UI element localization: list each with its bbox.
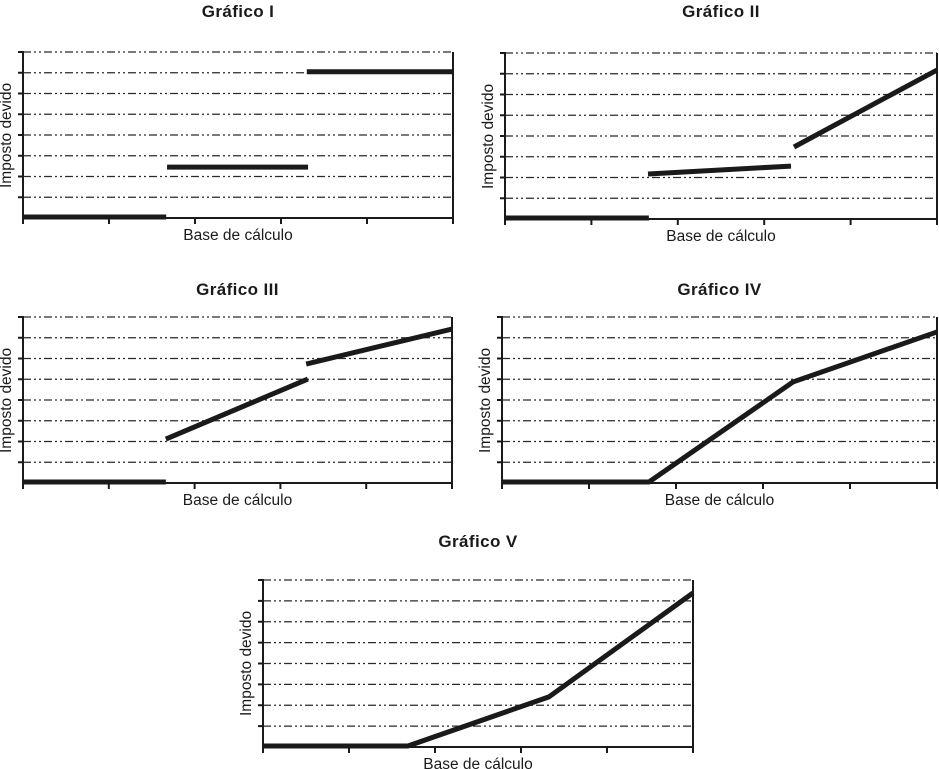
plot-area	[497, 316, 938, 489]
series-faixa-2	[164, 376, 309, 442]
chart-title: Gráfico V	[438, 532, 518, 551]
y-axis-label: Imposto devido	[480, 83, 497, 189]
chart-title: Gráfico III	[196, 280, 279, 299]
y-axis-label: Imposto devido	[0, 82, 15, 188]
plot-area	[18, 51, 454, 224]
plot-area	[258, 579, 695, 753]
series-curva	[502, 329, 938, 485]
y-axis-label: Imposto devido	[238, 610, 255, 717]
x-axis-label: Base de cálculo	[182, 492, 293, 509]
x-axis-label: Base de cálculo	[664, 492, 775, 509]
chart-title: Gráfico IV	[677, 280, 762, 299]
x-axis-label: Base de cálculo	[666, 228, 776, 245]
x-axis-label: Base de cálculo	[423, 756, 533, 769]
chart-title: Gráfico I	[201, 2, 275, 21]
x-axis-label: Base de cálculo	[183, 227, 293, 244]
series-faixa-3	[305, 326, 453, 367]
series-faixa-2	[647, 163, 792, 177]
plot-area	[18, 316, 453, 489]
series-faixa-3	[792, 67, 939, 150]
plot-area	[500, 52, 939, 225]
chart-title: Gráfico II	[682, 2, 760, 21]
y-axis-label: Imposto devido	[0, 347, 15, 453]
y-axis-label: Imposto devido	[477, 347, 494, 453]
series-curva	[263, 590, 695, 749]
